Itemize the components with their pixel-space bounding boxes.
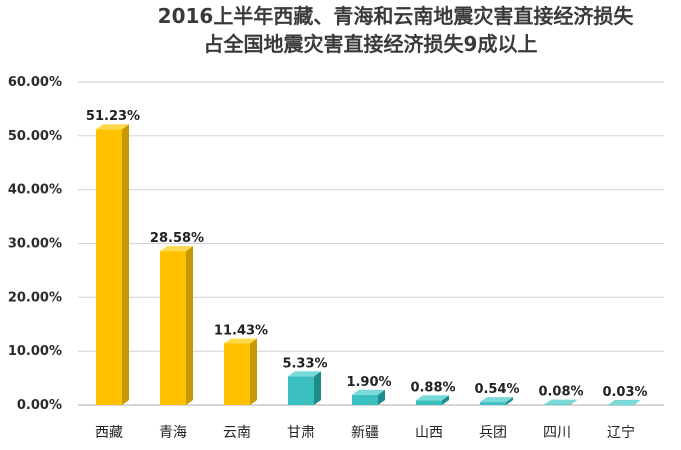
- data-label: 11.43%: [214, 323, 268, 338]
- bar-side: [250, 338, 257, 405]
- x-tick-label: 兵团: [479, 425, 507, 441]
- bar: [160, 246, 193, 405]
- x-tick-label: 山西: [415, 425, 443, 441]
- x-tick-label: 辽宁: [607, 424, 635, 441]
- data-label: 51.23%: [86, 109, 140, 124]
- bar-front: [608, 404, 634, 406]
- x-tick-label: 甘肃: [287, 425, 315, 441]
- y-tick-label: 50.00%: [8, 129, 62, 144]
- x-tick-label: 青海: [159, 425, 187, 441]
- y-axis: 0.00% 10.00% 20.00% 30.00% 40.00% 50.00% 60.00…: [8, 75, 62, 413]
- data-label: 28.58%: [150, 231, 204, 246]
- bar: [352, 389, 385, 405]
- x-tick-label: 西藏: [95, 425, 123, 441]
- bars: [96, 124, 641, 406]
- bar-side: [186, 246, 193, 405]
- y-tick-label: 0.00%: [17, 398, 62, 413]
- data-label: 0.08%: [538, 385, 583, 400]
- x-axis: 西藏 青海 云南 甘肃 新疆 山西 兵团 四川 辽宁: [95, 424, 635, 441]
- x-tick-label: 云南: [223, 425, 251, 441]
- bar: [608, 399, 641, 406]
- bar-top: [352, 389, 385, 395]
- bar-front: [224, 343, 250, 405]
- bar-top: [608, 399, 641, 405]
- bar-side: [570, 399, 577, 405]
- bar-front: [352, 394, 378, 405]
- chart-title: 2016上半年西藏、青海和云南地震灾害直接经济损失 占全国地震灾害直接经济损失9…: [0, 2, 681, 58]
- chart-title-line-1: 2016上半年西藏、青海和云南地震灾害直接经济损失: [157, 4, 634, 28]
- bar: [288, 371, 321, 405]
- data-labels: 51.23% 28.58% 11.43% 5.33% 1.90% 0.88% 0.54% 0.…: [86, 109, 648, 400]
- bar-side: [378, 389, 385, 405]
- data-label: 5.33%: [282, 356, 327, 371]
- chart-title-line-2: 占全国地震灾害直接经济损失9成以上: [203, 32, 538, 56]
- bar-side: [122, 124, 129, 406]
- bar-top: [480, 397, 513, 403]
- bar-side: [634, 399, 641, 405]
- bar-top: [544, 399, 577, 405]
- bar-front: [96, 129, 122, 405]
- bar: [480, 397, 513, 405]
- bar: [224, 338, 257, 405]
- y-tick-label: 20.00%: [8, 290, 62, 305]
- data-label: 1.90%: [346, 375, 391, 390]
- data-label: 0.54%: [474, 382, 519, 397]
- x-tick-label: 四川: [543, 425, 571, 441]
- bar-side: [442, 395, 449, 405]
- data-label: 0.03%: [602, 385, 647, 400]
- y-tick-label: 30.00%: [8, 237, 62, 252]
- bar-front: [416, 400, 442, 405]
- bar: [544, 399, 577, 406]
- data-label: 0.88%: [410, 380, 455, 395]
- bar-top: [96, 124, 129, 130]
- bar-top: [416, 395, 449, 401]
- bar-side: [314, 371, 321, 405]
- y-tick-label: 10.00%: [8, 344, 62, 359]
- bar-top: [224, 338, 257, 344]
- bar-front: [544, 404, 570, 406]
- x-tick-label: 新疆: [351, 425, 379, 441]
- bar-top: [288, 371, 321, 377]
- bar-front: [480, 402, 506, 405]
- bar-front: [160, 251, 186, 405]
- y-tick-label: 40.00%: [8, 183, 62, 198]
- bar-side: [506, 397, 513, 405]
- bar-top: [160, 246, 193, 252]
- y-tick-label: 60.00%: [8, 75, 62, 90]
- bar-front: [288, 376, 314, 405]
- bar: [416, 395, 449, 405]
- bar: [96, 124, 129, 406]
